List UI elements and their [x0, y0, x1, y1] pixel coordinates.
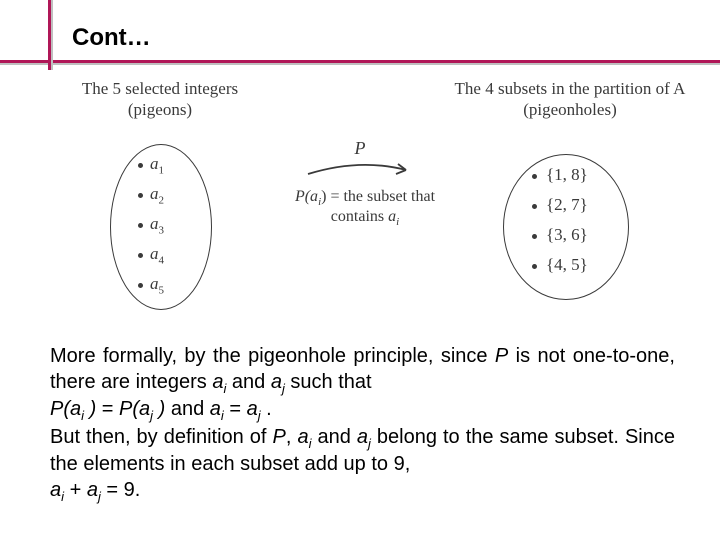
right-heading-line2: (pigeonholes): [523, 100, 616, 119]
body-para-3: But then, by definition of P, ai and aj …: [50, 425, 675, 478]
p2and: and: [165, 398, 209, 420]
a2-base: a: [150, 184, 159, 203]
left-heading-line1: The 5 selected integers: [82, 79, 238, 98]
p2g: .: [261, 398, 272, 420]
a1-base: a: [150, 154, 159, 173]
left-heading-line2: (pigeons): [128, 100, 192, 119]
p3P: P: [273, 426, 286, 448]
p3aj: a: [357, 426, 368, 448]
a3-sub: 3: [159, 224, 165, 236]
p2b: ): [84, 398, 96, 420]
body-para-4: ai + aj = 9.: [50, 478, 675, 506]
slide: Cont… The 5 selected integers (pigeons) …: [0, 0, 720, 540]
p4plus: +: [64, 479, 87, 501]
item-s3: {3, 6}: [546, 225, 588, 245]
title-horizontal-line: [0, 60, 720, 63]
p4ai: a: [50, 479, 61, 501]
right-heading-line1: The 4 subsets in the partition of A: [455, 79, 686, 98]
p1a: More formally, by the pigeonhole princip…: [50, 345, 495, 367]
dot-a4: [138, 253, 143, 258]
item-s4: {4, 5}: [546, 255, 588, 275]
item-a3: a3: [150, 214, 164, 236]
p4eq: = 9.: [101, 479, 140, 501]
p1c: such that: [285, 371, 372, 393]
p2neq: =: [224, 398, 247, 420]
right-heading: The 4 subsets in the partition of A (pig…: [430, 78, 710, 121]
p2e: a: [210, 398, 221, 420]
a5-base: a: [150, 274, 159, 293]
dot-s2: [532, 204, 537, 209]
p2c: P(a: [119, 398, 150, 420]
p4aj: a: [87, 479, 98, 501]
p3and: and: [311, 426, 356, 448]
item-a2: a2: [150, 184, 164, 206]
a4-base: a: [150, 244, 159, 263]
dot-s1: [532, 174, 537, 179]
slide-title: Cont…: [72, 24, 151, 52]
item-a1: a1: [150, 154, 164, 176]
dot-a3: [138, 223, 143, 228]
p2d: ): [153, 398, 165, 420]
eq-prefix: P(a: [295, 188, 318, 205]
dot-a2: [138, 193, 143, 198]
p1P: P: [495, 345, 508, 367]
a4-sub: 4: [159, 254, 165, 266]
a3-base: a: [150, 214, 159, 233]
eq-rhs1: the subset that: [343, 188, 435, 205]
p3a: But then, by definition of: [50, 426, 273, 448]
eq-rhs2c: i: [396, 216, 399, 228]
eq-rhs2b: a: [388, 208, 396, 225]
p1aj: a: [271, 371, 282, 393]
mapping-equation: P(ai) = the subset that contains ai: [230, 188, 500, 228]
dot-a5: [138, 283, 143, 288]
p3b: ,: [286, 426, 298, 448]
arrow-icon: [300, 156, 420, 184]
a2-sub: 2: [159, 194, 165, 206]
p2a: P(a: [50, 398, 81, 420]
item-a4: a4: [150, 244, 164, 266]
item-s2: {2, 7}: [546, 195, 588, 215]
item-a5: a5: [150, 274, 164, 296]
pigeonhole-diagram: The 5 selected integers (pigeons) The 4 …: [60, 78, 670, 308]
p2eq: =: [96, 398, 119, 420]
item-s1: {1, 8}: [546, 165, 588, 185]
body-text: More formally, by the pigeonhole princip…: [50, 344, 675, 506]
p1ai: a: [212, 371, 223, 393]
left-heading: The 5 selected integers (pigeons): [30, 78, 290, 121]
dot-a1: [138, 163, 143, 168]
body-para-1: More formally, by the pigeonhole princip…: [50, 344, 675, 397]
dot-s3: [532, 234, 537, 239]
p2f: a: [247, 398, 258, 420]
eq-mid: ) =: [321, 188, 343, 205]
title-vertical-line: [48, 0, 51, 70]
p3ai: a: [297, 426, 308, 448]
a1-sub: 1: [159, 164, 165, 176]
a5-sub: 5: [159, 284, 165, 296]
body-para-2: P(ai ) = P(aj ) and ai = aj .: [50, 397, 675, 425]
eq-rhs2a: contains: [331, 208, 388, 225]
dot-s4: [532, 264, 537, 269]
p1and: and: [226, 371, 270, 393]
